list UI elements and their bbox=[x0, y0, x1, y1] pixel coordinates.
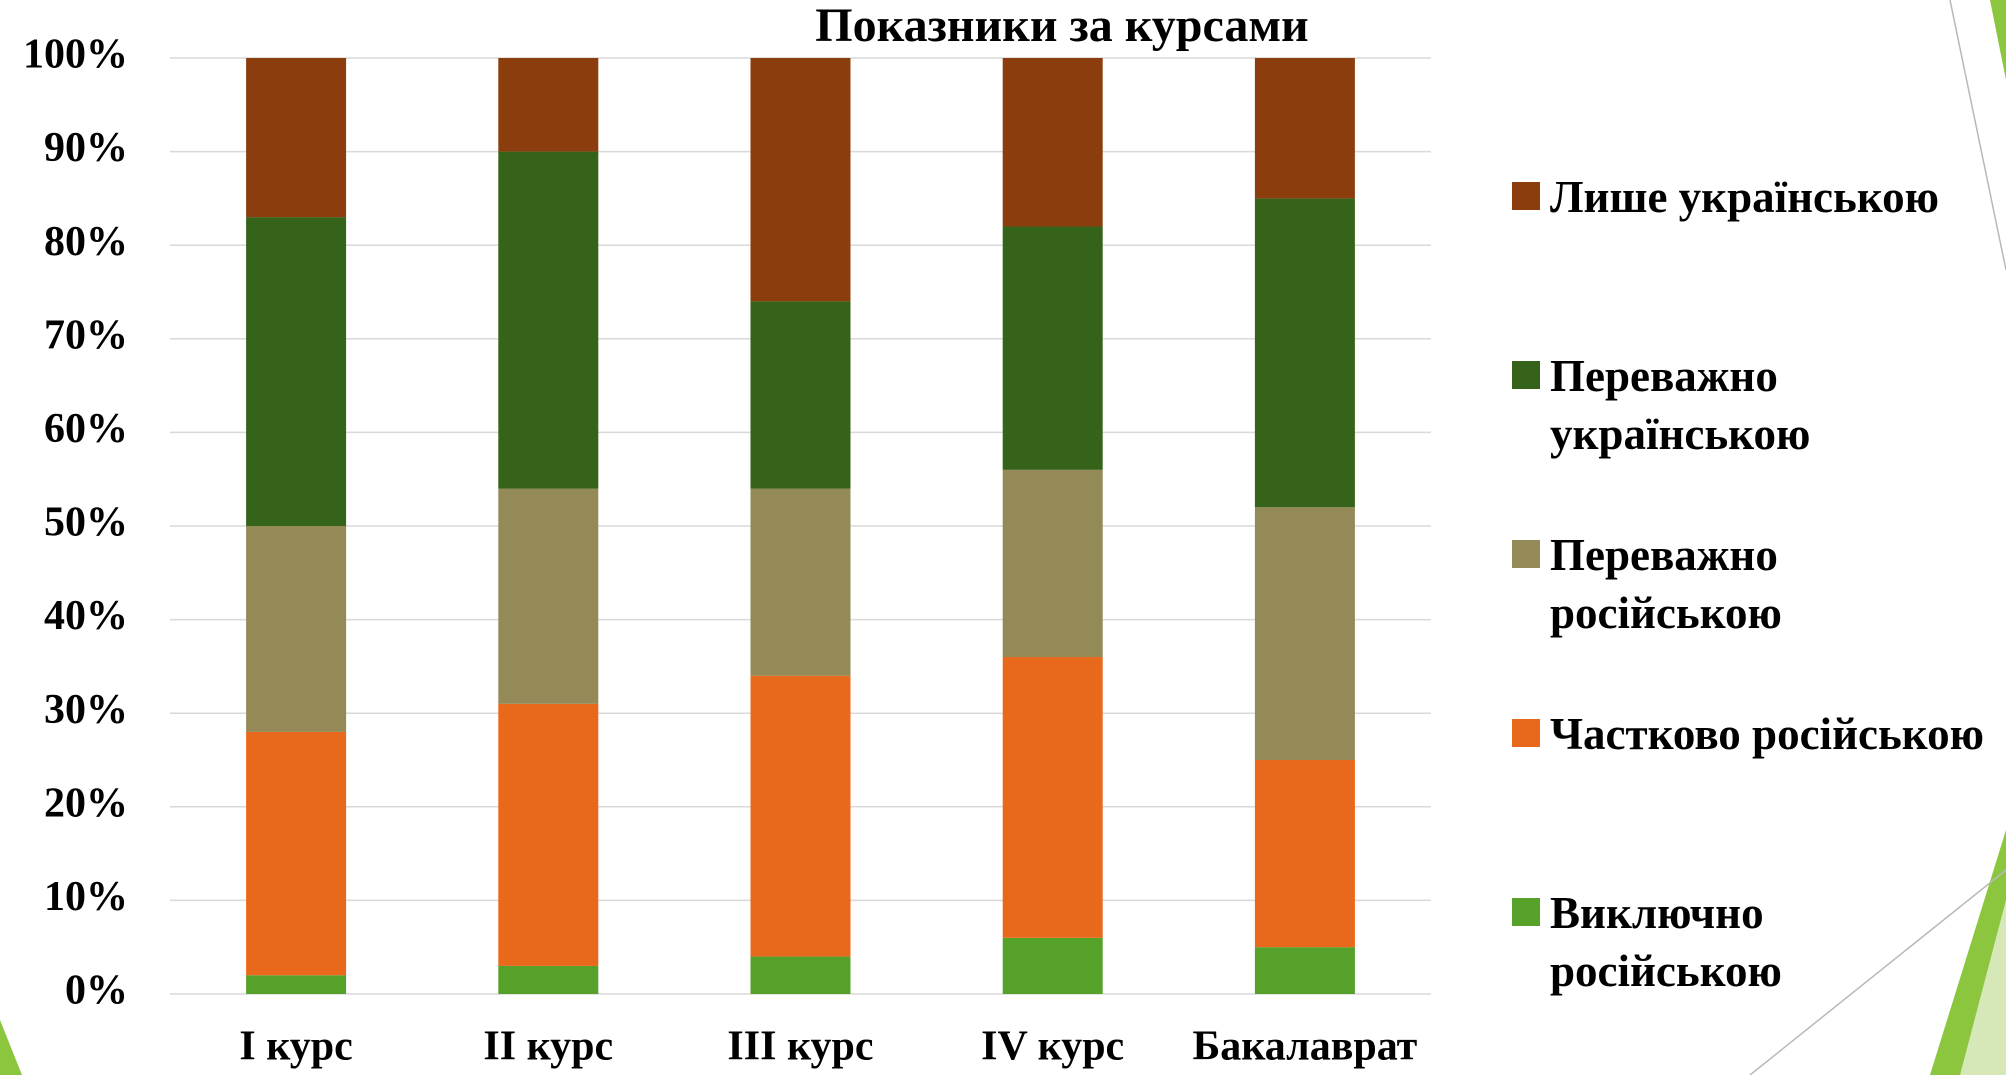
legend-swatch bbox=[1512, 540, 1540, 568]
corner-shape bbox=[0, 1020, 22, 1075]
bar-segment bbox=[498, 58, 599, 152]
bar-segment bbox=[246, 975, 347, 994]
x-tick-label: Бакалаврат bbox=[1192, 1024, 1417, 1070]
legend-label: Виключно російською bbox=[1550, 888, 1782, 996]
deco-line bbox=[1949, 0, 2006, 271]
bar-segment bbox=[246, 217, 347, 526]
legend-swatch bbox=[1512, 182, 1540, 210]
legend-label: Переважно українською bbox=[1550, 351, 1811, 459]
y-tick-label: 30% bbox=[44, 687, 128, 733]
legend-item: Лише українською bbox=[1512, 168, 2002, 347]
bar-segment bbox=[1254, 760, 1355, 948]
corner-shape bbox=[1960, 900, 2006, 1075]
chart-title: Показники за курсами bbox=[815, 0, 1308, 52]
bar-segment bbox=[750, 58, 851, 302]
y-tick-label: 10% bbox=[44, 874, 128, 920]
y-tick-label: 80% bbox=[44, 219, 128, 265]
bar-segment bbox=[498, 151, 599, 489]
legend: Лише українською Переважно українською Пер… bbox=[1512, 168, 2002, 1063]
legend-item: Частково російською bbox=[1512, 705, 2002, 884]
bar-segment bbox=[750, 301, 851, 489]
x-tick-label: III курс bbox=[727, 1024, 873, 1070]
bar-segment bbox=[246, 731, 347, 976]
bar-segment bbox=[1002, 226, 1103, 470]
bar-segment bbox=[1254, 947, 1355, 994]
legend-swatch bbox=[1512, 361, 1540, 389]
legend-swatch bbox=[1512, 898, 1540, 926]
y-tick-label: 0% bbox=[65, 968, 128, 1014]
bar-segment bbox=[1002, 657, 1103, 938]
bar-segment bbox=[750, 675, 851, 957]
y-tick-label: 40% bbox=[44, 593, 128, 639]
bar-segment bbox=[246, 58, 347, 218]
y-tick-label: 20% bbox=[44, 780, 128, 826]
bar-segment bbox=[750, 488, 851, 676]
deco-line bbox=[1749, 869, 2006, 1075]
bar-segment bbox=[1002, 937, 1103, 994]
legend-item: Виключно російською bbox=[1512, 884, 2002, 1063]
legend-item: Переважно російською bbox=[1512, 526, 2002, 705]
bar-segment bbox=[1254, 198, 1355, 508]
bar-segment bbox=[498, 965, 599, 994]
bar-segment bbox=[750, 956, 851, 994]
bar-segment bbox=[246, 526, 347, 732]
legend-swatch bbox=[1512, 719, 1540, 747]
y-tick-label: 70% bbox=[44, 312, 128, 358]
bar-segment bbox=[1002, 469, 1103, 658]
x-tick-label: I курс bbox=[239, 1024, 352, 1070]
y-tick-label: 50% bbox=[44, 500, 128, 546]
legend-label: Лише українською bbox=[1550, 172, 1940, 222]
bar-segment bbox=[1254, 507, 1355, 760]
y-tick-label: 60% bbox=[44, 406, 128, 452]
bar-segment bbox=[1002, 58, 1103, 227]
bar-segment bbox=[498, 703, 599, 966]
corner-shape bbox=[1990, 0, 2006, 80]
legend-label: Частково російською bbox=[1550, 709, 1984, 759]
legend-item: Переважно українською bbox=[1512, 347, 2002, 526]
y-tick-label: 90% bbox=[44, 125, 128, 171]
y-tick-label: 100% bbox=[23, 32, 128, 78]
x-tick-label: IV курс bbox=[981, 1024, 1124, 1070]
legend-label: Переважно російською bbox=[1550, 530, 1782, 638]
bar-segment bbox=[498, 488, 599, 704]
x-tick-label: II курс bbox=[483, 1024, 613, 1070]
bar-segment bbox=[1254, 58, 1355, 199]
